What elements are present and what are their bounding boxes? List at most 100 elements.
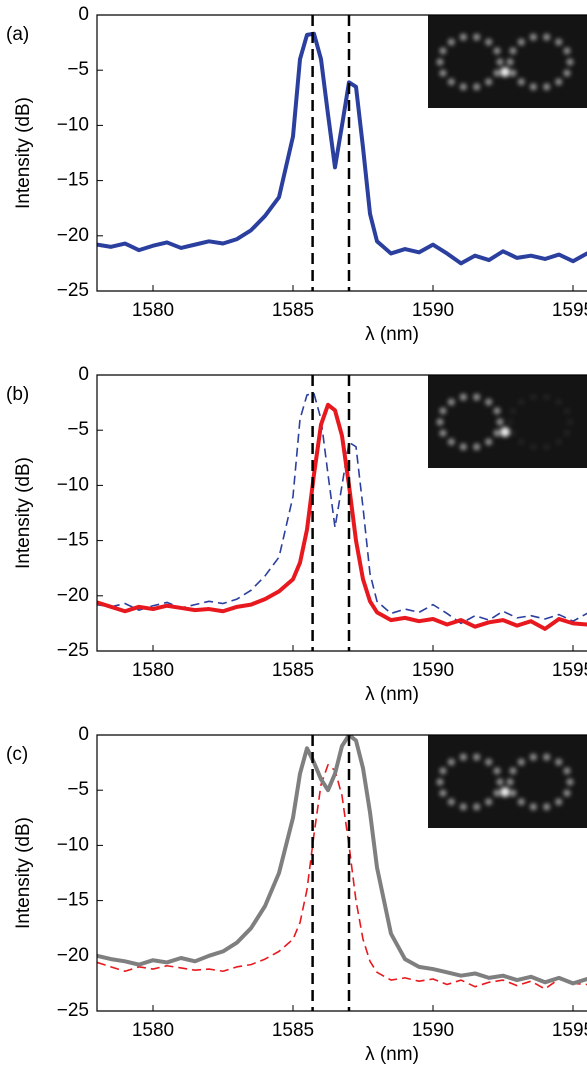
y-tick-label: −25 (57, 280, 89, 301)
inset-spot (459, 803, 467, 811)
inset-spot (529, 443, 537, 451)
inset-spot (493, 47, 501, 55)
y-tick-label: −10 (57, 114, 89, 135)
inset-spot (566, 418, 574, 426)
inset-spot (459, 393, 467, 401)
y-tick-label: −20 (57, 225, 89, 246)
y-tick-label: −10 (57, 474, 89, 495)
inset-spot (517, 438, 525, 446)
inset-spot (459, 83, 467, 91)
inset-spot (509, 69, 517, 77)
inset-spot (555, 38, 563, 46)
inset-spot (543, 803, 551, 811)
inset-spot (543, 393, 551, 401)
inset-spot (500, 427, 510, 437)
panel: 0 −5 −10 −15 −20 −25 1580 1585 1590 1595 (a) λ (nm)… (6, 4, 587, 345)
inset-spot (485, 758, 493, 766)
plot-area (97, 15, 587, 291)
inset-spot (493, 429, 501, 437)
x-axis-label: λ (nm) (365, 1044, 419, 1065)
inset-spot (543, 443, 551, 451)
y-tick-label: −5 (67, 779, 89, 800)
x-tick-label: 1580 (132, 1020, 174, 1041)
x-tick-label: 1580 (132, 300, 174, 321)
y-tick-label: 0 (78, 724, 89, 745)
y-tick-label: −10 (57, 834, 89, 855)
panel: 0 −5 −10 −15 −20 −25 1580 1585 1590 1595 (b) λ (nm)… (6, 364, 587, 705)
inset-spot (447, 438, 455, 446)
data-line (97, 735, 587, 986)
inset-spot (506, 418, 514, 426)
inset-spot (555, 398, 563, 406)
inset-spot (447, 78, 455, 86)
inset-spot (509, 429, 517, 437)
data-line (97, 764, 587, 990)
x-tick-label: 1590 (412, 1020, 454, 1041)
y-axis-label: Intensity (dB) (13, 457, 34, 569)
panel-label: (a) (6, 24, 29, 45)
x-axis-label: λ (nm) (365, 324, 419, 345)
inset-spot (509, 47, 517, 55)
inset-spot (447, 38, 455, 46)
inset-spot (447, 398, 455, 406)
y-tick-label: −20 (57, 945, 89, 966)
inset-image (428, 735, 587, 828)
inset-spot (473, 393, 481, 401)
y-tick-label: −15 (57, 170, 89, 191)
inset-spot (506, 58, 514, 66)
inset-spot (439, 767, 447, 775)
inset-spot (496, 418, 504, 426)
inset-spot (473, 803, 481, 811)
x-tick-label: 1585 (272, 300, 314, 321)
inset-spot (485, 78, 493, 86)
plot-area (97, 735, 587, 1011)
data-line (97, 31, 587, 266)
inset-spot (563, 767, 571, 775)
inset-spot (459, 753, 467, 761)
inset-spot (509, 767, 517, 775)
y-tick-label: −5 (67, 59, 89, 80)
panel-label: (b) (6, 384, 29, 405)
inset-spot (493, 789, 501, 797)
inset-spot (517, 38, 525, 46)
inset-spot (439, 429, 447, 437)
inset-spot (509, 789, 517, 797)
inset-spot (493, 767, 501, 775)
inset-spot (529, 33, 537, 41)
inset-spot (563, 407, 571, 415)
inset-spot (563, 47, 571, 55)
inset-spot (509, 407, 517, 415)
inset-spot (473, 33, 481, 41)
inset-spot (563, 69, 571, 77)
x-tick-label: 1595 (552, 1020, 587, 1041)
inset-spot (517, 758, 525, 766)
x-tick-label: 1595 (552, 300, 587, 321)
inset-spot (563, 789, 571, 797)
inset-spot (485, 398, 493, 406)
inset-spot (459, 33, 467, 41)
inset-image (428, 15, 587, 108)
axis-frame (96, 14, 587, 292)
inset-spot (493, 407, 501, 415)
axis-frame (96, 734, 587, 1012)
plot-area (97, 375, 587, 651)
y-tick-label: −5 (67, 419, 89, 440)
inset-spot (473, 83, 481, 91)
inset-spot (566, 58, 574, 66)
x-axis-label: λ (nm) (365, 684, 419, 705)
inset-spot (436, 418, 444, 426)
x-tick-label: 1585 (272, 660, 314, 681)
inset-spot (500, 67, 510, 77)
inset-spot (543, 753, 551, 761)
panel: 0 −5 −10 −15 −20 −25 1580 1585 1590 1595 (c) λ (nm)… (6, 724, 587, 1065)
inset-spot (555, 798, 563, 806)
inset-spot (555, 78, 563, 86)
y-tick-label: 0 (78, 364, 89, 385)
y-tick-label: −25 (57, 640, 89, 661)
x-tick-label: 1585 (272, 1020, 314, 1041)
inset-spot (543, 33, 551, 41)
inset-spot (543, 83, 551, 91)
x-tick-label: 1590 (412, 660, 454, 681)
inset-spot (485, 798, 493, 806)
